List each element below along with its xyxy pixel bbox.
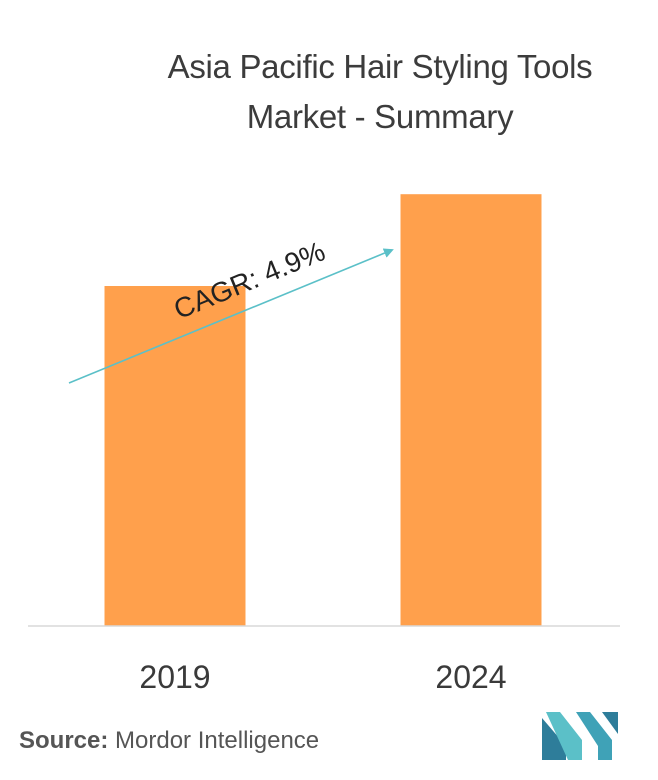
x-tick-label-2024: 2024	[435, 659, 506, 695]
bar-2019	[104, 286, 246, 626]
chart-title-line-1: Asia Pacific Hair Styling Tools	[167, 48, 593, 85]
x-tick-label-2019: 2019	[139, 659, 210, 695]
bar-chart: 2019 2024 CAGR: 4.9%	[28, 194, 620, 695]
mordor-intelligence-logo	[542, 712, 618, 760]
cagr-annotation: CAGR: 4.9%	[169, 235, 329, 325]
cagr-arrow	[68, 248, 394, 384]
source-label: Source:	[19, 727, 109, 754]
chart-title: Asia Pacific Hair Styling Tools Market -…	[120, 42, 640, 142]
chart-title-line-2: Market - Summary	[246, 98, 514, 135]
bar-2024	[400, 194, 542, 626]
source-text: Mordor Intelligence	[115, 727, 320, 754]
source-note: Source: Mordor Intelligence	[19, 727, 319, 755]
